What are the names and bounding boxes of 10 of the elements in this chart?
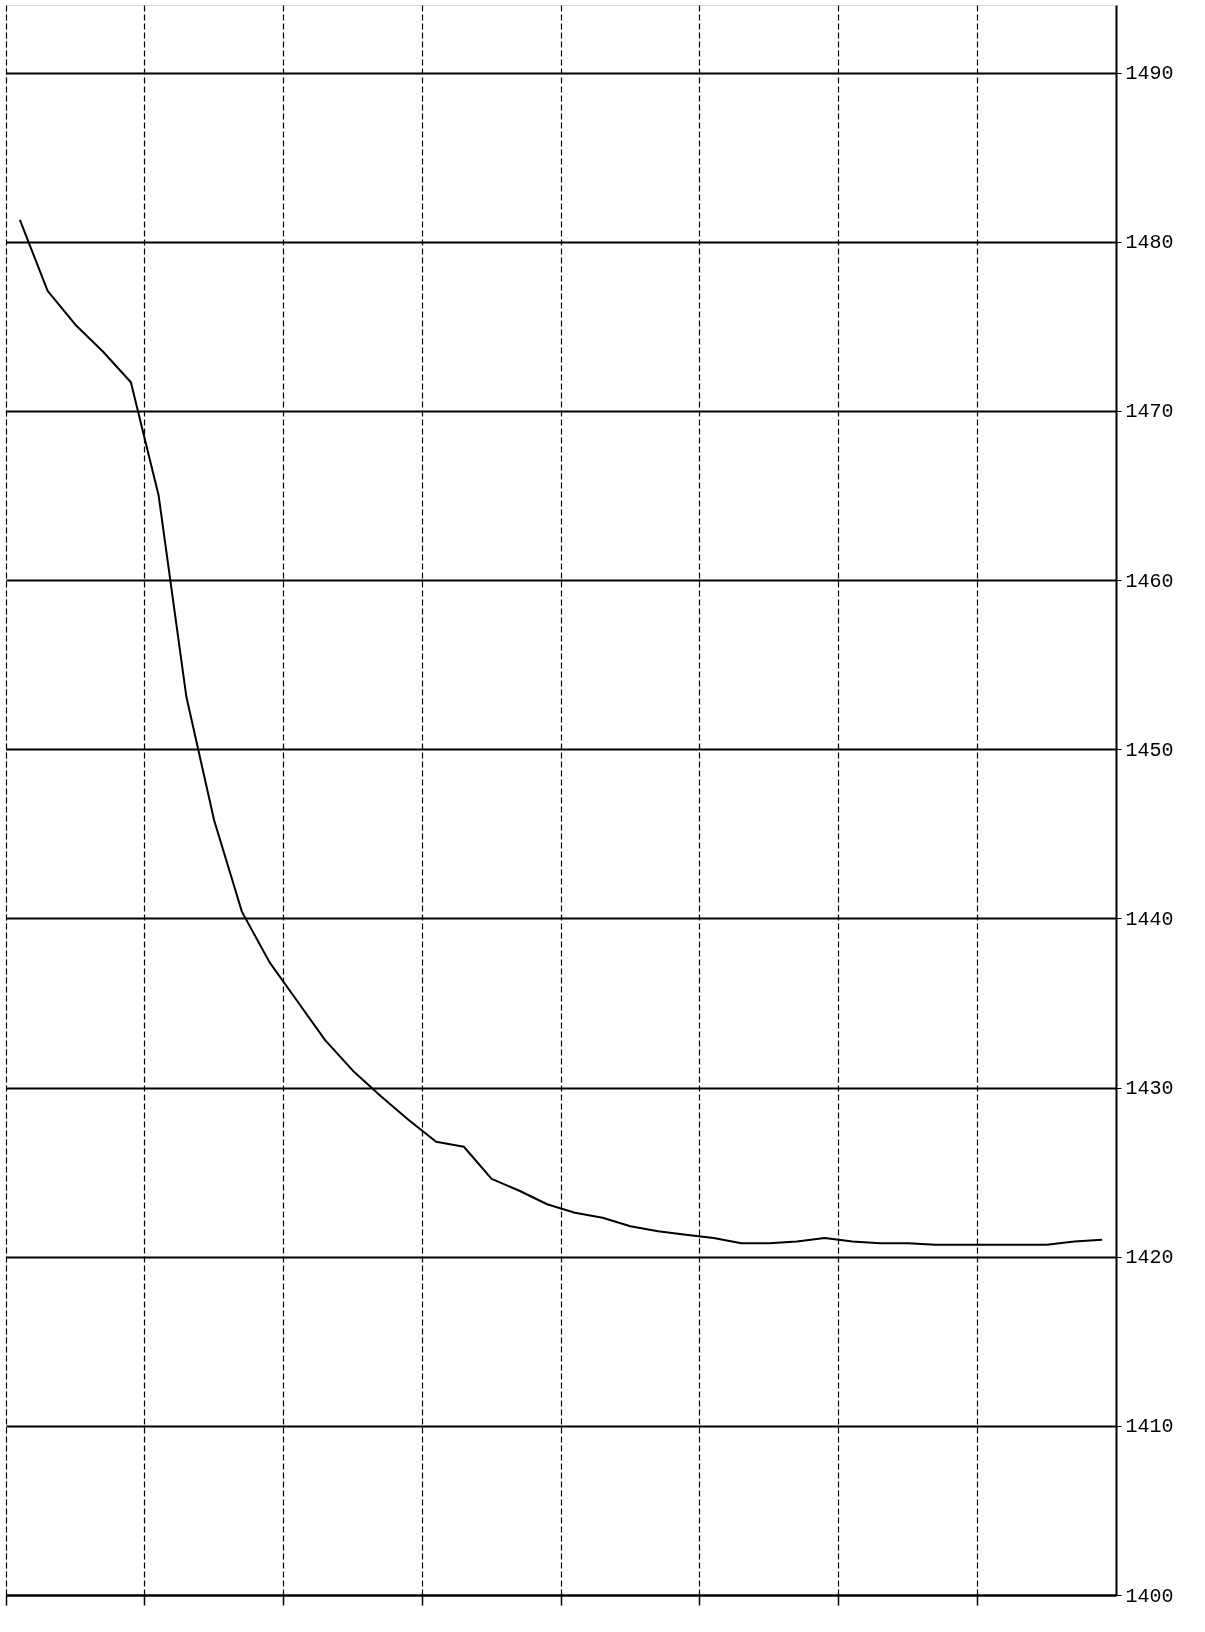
y-tick-label: 1470 xyxy=(1125,400,1174,424)
y-tick-label: 1440 xyxy=(1125,907,1174,931)
y-tick-label: 1490 xyxy=(1125,62,1174,86)
y-tick-label: 1420 xyxy=(1125,1246,1174,1270)
y-tick-label: 1430 xyxy=(1125,1077,1174,1101)
y-tick-label: 1450 xyxy=(1125,738,1174,762)
y-tick-label: 1480 xyxy=(1125,231,1174,255)
y-tick-label: 1460 xyxy=(1125,569,1174,593)
y-tick-label: 1410 xyxy=(1125,1415,1174,1439)
y-tick-label: 1400 xyxy=(1125,1584,1174,1608)
